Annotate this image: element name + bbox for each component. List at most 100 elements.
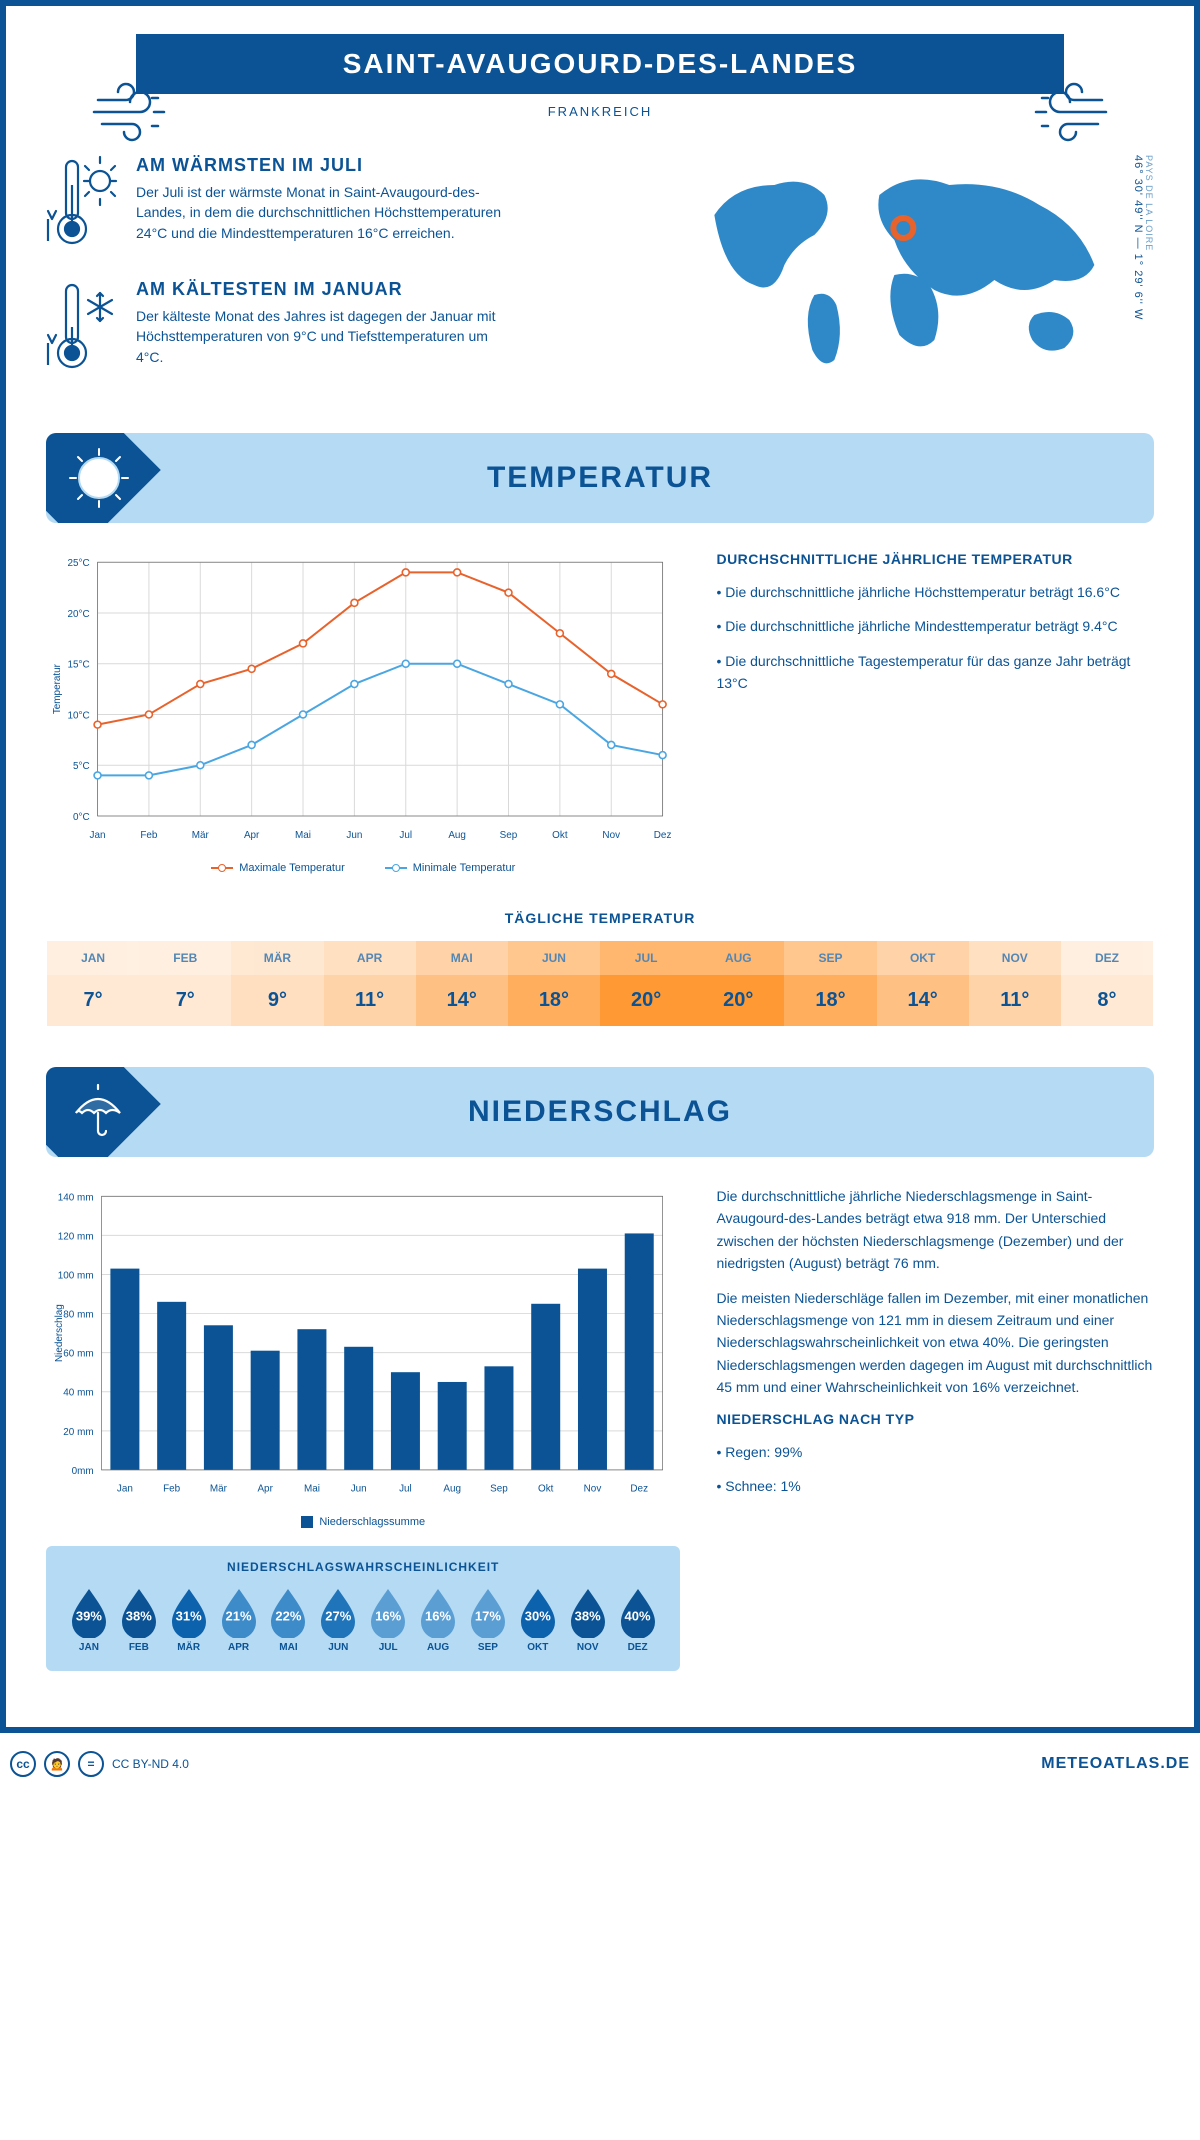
svg-text:Dez: Dez <box>654 830 672 841</box>
temperature-line-chart: 0°C5°C10°C15°C20°C25°CJanFebMärAprMaiJun… <box>46 551 680 851</box>
precip-text-2: Die meisten Niederschläge fallen im Deze… <box>716 1287 1154 1399</box>
svg-text:Mai: Mai <box>304 1484 320 1495</box>
daily-temperature-table: JAN 7° FEB 7° MÄR 9° APR 11° MAI 14° JUN… <box>46 940 1154 1027</box>
svg-text:Sep: Sep <box>500 830 518 841</box>
svg-text:5°C: 5°C <box>73 761 90 772</box>
drop-col: 16% JUL <box>363 1586 413 1653</box>
drop-col: 38% FEB <box>114 1586 164 1653</box>
temp-col: MAI 14° <box>416 941 508 1026</box>
wind-icon <box>1018 78 1108 148</box>
temp-col: SEP 18° <box>784 941 876 1026</box>
nd-icon: = <box>78 1751 104 1777</box>
wind-icon <box>92 78 182 148</box>
temperature-title: TEMPERATUR <box>46 461 1154 495</box>
page-title: SAINT-AVAUGOURD-DES-LANDES <box>136 34 1064 94</box>
svg-text:Nov: Nov <box>584 1484 602 1495</box>
drop-col: 22% MAI <box>264 1586 314 1653</box>
svg-text:80 mm: 80 mm <box>63 1310 93 1321</box>
precip-type-title: NIEDERSCHLAG NACH TYP <box>716 1411 1154 1427</box>
drop-col: 38% NOV <box>563 1586 613 1653</box>
temp-col: MÄR 9° <box>231 941 323 1026</box>
svg-text:Aug: Aug <box>443 1484 461 1495</box>
license-row: cc 🙍 = CC BY-ND 4.0 <box>10 1751 189 1777</box>
drop-col: 27% JUN <box>313 1586 363 1653</box>
temp-info-2: • Die durchschnittliche jährliche Mindes… <box>716 615 1154 637</box>
svg-text:100 mm: 100 mm <box>58 1270 94 1281</box>
legend-min: Minimale Temperatur <box>413 862 516 874</box>
drop-col: 39% JAN <box>64 1586 114 1653</box>
svg-text:60 mm: 60 mm <box>63 1349 93 1360</box>
svg-text:140 mm: 140 mm <box>58 1192 94 1203</box>
svg-text:Dez: Dez <box>630 1484 648 1495</box>
svg-text:Okt: Okt <box>538 1484 554 1495</box>
svg-text:Feb: Feb <box>163 1484 181 1495</box>
world-map <box>685 155 1124 375</box>
svg-text:Okt: Okt <box>552 830 568 841</box>
coldest-text: Der kälteste Monat des Jahres ist dagege… <box>136 306 516 367</box>
thermometer-cold-icon <box>46 279 118 375</box>
svg-text:15°C: 15°C <box>67 660 89 671</box>
svg-text:Nov: Nov <box>602 830 620 841</box>
temp-info-title: DURCHSCHNITTLICHE JÄHRLICHE TEMPERATUR <box>716 551 1154 567</box>
precip-text-1: Die durchschnittliche jährliche Niedersc… <box>716 1185 1154 1275</box>
svg-text:25°C: 25°C <box>67 558 89 569</box>
svg-text:Jul: Jul <box>399 1484 412 1495</box>
country-subtitle: FRANKREICH <box>46 104 1154 119</box>
section-header-temperature: TEMPERATUR <box>46 433 1154 523</box>
svg-text:0°C: 0°C <box>73 812 90 823</box>
coldest-title: AM KÄLTESTEN IM JANUAR <box>136 279 516 300</box>
precip-type-2: • Schnee: 1% <box>716 1475 1154 1497</box>
svg-text:0mm: 0mm <box>72 1466 94 1477</box>
temp-col: DEZ 8° <box>1061 941 1153 1026</box>
thermometer-hot-icon <box>46 155 118 251</box>
svg-text:Jan: Jan <box>117 1484 133 1495</box>
section-header-precipitation: NIEDERSCHLAG <box>46 1067 1154 1157</box>
by-icon: 🙍 <box>44 1751 70 1777</box>
region-label: PAYS DE LA LOIRE <box>1144 155 1154 312</box>
temp-col: OKT 14° <box>877 941 969 1026</box>
drop-col: 17% SEP <box>463 1586 513 1653</box>
precipitation-probability-row: 39% JAN 38% FEB 31% MÄR 21% APR <box>64 1586 662 1653</box>
svg-text:120 mm: 120 mm <box>58 1231 94 1242</box>
svg-text:20 mm: 20 mm <box>63 1427 93 1438</box>
temp-col: JUN 18° <box>508 941 600 1026</box>
temp-col: NOV 11° <box>969 941 1061 1026</box>
coordinates: 46° 30' 49'' N — 1° 29' 6'' W <box>1132 155 1144 320</box>
temp-col: APR 11° <box>324 941 416 1026</box>
warmest-text: Der Juli ist der wärmste Monat in Saint-… <box>136 182 516 243</box>
drop-col: 31% MÄR <box>164 1586 214 1653</box>
precip-type-1: • Regen: 99% <box>716 1441 1154 1463</box>
temp-info-3: • Die durchschnittliche Tagestemperatur … <box>716 650 1154 695</box>
legend-precip: Niederschlagssumme <box>319 1516 425 1528</box>
cc-icon: cc <box>10 1751 36 1777</box>
legend-max: Maximale Temperatur <box>239 862 345 874</box>
svg-text:Aug: Aug <box>448 830 466 841</box>
svg-text:Apr: Apr <box>257 1484 273 1495</box>
daily-temp-title: TÄGLICHE TEMPERATUR <box>46 910 1154 926</box>
svg-text:Niederschlag: Niederschlag <box>54 1304 65 1362</box>
precip-prob-title: NIEDERSCHLAGSWAHRSCHEINLICHKEIT <box>64 1560 662 1574</box>
svg-text:Jun: Jun <box>351 1484 367 1495</box>
svg-text:10°C: 10°C <box>67 710 89 721</box>
svg-text:20°C: 20°C <box>67 609 89 620</box>
umbrella-icon <box>68 1081 128 1141</box>
site-name: METEOATLAS.DE <box>1041 1755 1190 1773</box>
temp-col: JAN 7° <box>47 941 139 1026</box>
svg-text:Apr: Apr <box>244 830 260 841</box>
license-text: CC BY-ND 4.0 <box>112 1757 189 1771</box>
svg-text:Mai: Mai <box>295 830 311 841</box>
temp-col: JUL 20° <box>600 941 692 1026</box>
temp-col: AUG 20° <box>692 941 784 1026</box>
svg-text:Mär: Mär <box>210 1484 228 1495</box>
svg-text:Jan: Jan <box>90 830 106 841</box>
precipitation-bar-chart: 0mm20 mm40 mm60 mm80 mm100 mm120 mm140 m… <box>46 1185 680 1505</box>
drop-col: 21% APR <box>214 1586 264 1653</box>
drop-col: 40% DEZ <box>613 1586 663 1653</box>
temp-info-1: • Die durchschnittliche jährliche Höchst… <box>716 581 1154 603</box>
svg-text:Jun: Jun <box>346 830 362 841</box>
drop-col: 16% AUG <box>413 1586 463 1653</box>
warmest-title: AM WÄRMSTEN IM JULI <box>136 155 516 176</box>
svg-text:Feb: Feb <box>140 830 158 841</box>
svg-text:Temperatur: Temperatur <box>52 663 63 714</box>
svg-text:Sep: Sep <box>490 1484 508 1495</box>
